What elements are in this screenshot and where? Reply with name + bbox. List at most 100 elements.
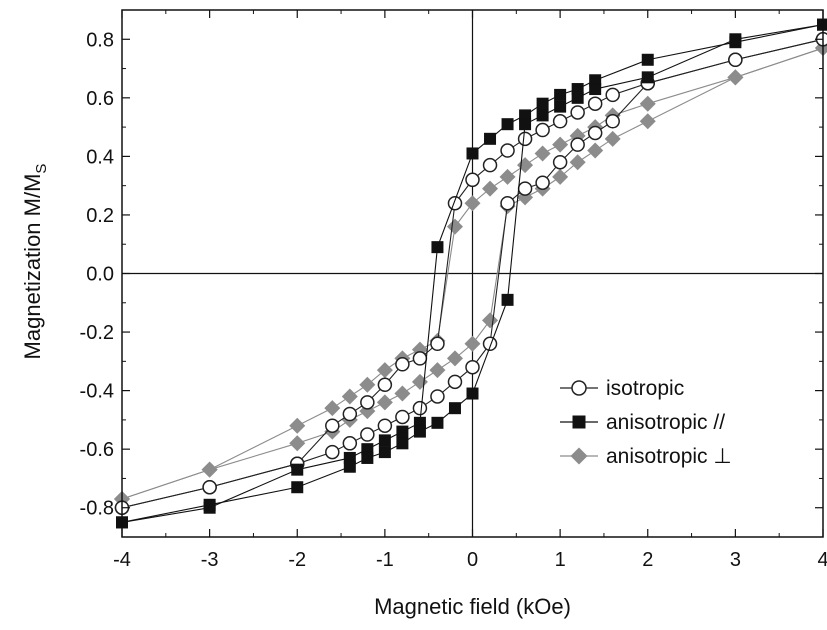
data-point: [447, 374, 463, 390]
data-point: [395, 409, 410, 425]
data-point: [552, 136, 569, 153]
legend-marker-square: [572, 415, 586, 429]
data-point: [291, 463, 304, 476]
data-point: [342, 406, 358, 422]
data-point: [359, 376, 376, 393]
series-layer: [114, 18, 827, 529]
data-point: [464, 195, 481, 212]
data-point: [413, 425, 426, 438]
y-axis-label-subscript: S: [33, 164, 50, 174]
data-point: [517, 157, 534, 174]
y-tick-label: 0.6: [86, 88, 114, 110]
legend-marker-circle: [571, 380, 587, 396]
data-point: [535, 175, 550, 190]
data-point: [482, 312, 499, 329]
data-point: [291, 481, 304, 494]
data-point: [729, 33, 742, 46]
data-point: [376, 394, 393, 411]
y-tick-label: 0.2: [86, 205, 114, 227]
data-point: [817, 18, 827, 31]
data-point: [341, 388, 358, 405]
legend-label-anisotropic-parallel: anisotropic //: [606, 411, 725, 434]
data-point: [202, 479, 217, 495]
legend-label-isotropic: isotropic: [606, 377, 684, 400]
data-point: [376, 362, 393, 379]
data-point: [519, 118, 532, 131]
data-point: [500, 143, 515, 158]
data-point: [587, 125, 603, 141]
x-tick-label: 4: [817, 549, 827, 571]
series-1: [116, 18, 827, 529]
y-tick-label: 0.4: [86, 146, 114, 168]
y-axis-label: Magnetization M/MS: [20, 164, 50, 360]
x-tick-label: -2: [288, 549, 306, 571]
legend: isotropic anisotropic // anisotropic ⊥: [560, 377, 732, 468]
data-point: [587, 142, 604, 159]
data-point: [431, 241, 444, 254]
data-point: [466, 387, 479, 400]
data-point: [342, 436, 358, 451]
data-point: [727, 69, 744, 86]
data-point: [203, 498, 216, 511]
data-point: [360, 395, 375, 410]
data-point: [552, 154, 568, 170]
y-tick-label: -0.6: [80, 439, 114, 461]
zero-lines: [122, 10, 823, 537]
data-point: [641, 71, 654, 84]
data-point: [378, 434, 391, 447]
data-point: [395, 357, 410, 372]
data-point: [447, 195, 463, 211]
data-point: [517, 181, 533, 196]
data-point: [343, 460, 356, 473]
data-point: [394, 385, 411, 402]
data-point: [554, 88, 567, 101]
data-point: [289, 435, 306, 452]
x-tick-label: 0: [467, 549, 478, 571]
data-point: [517, 131, 533, 147]
data-point: [501, 118, 514, 131]
data-point: [482, 157, 498, 173]
data-point: [535, 122, 550, 138]
data-point: [412, 400, 428, 416]
data-point: [554, 100, 567, 113]
y-tick-label: -0.8: [80, 498, 114, 520]
data-point: [499, 168, 516, 185]
data-point: [325, 444, 340, 460]
x-tick-label: 3: [730, 549, 741, 571]
data-point: [377, 377, 393, 393]
data-point: [446, 218, 463, 235]
data-point: [605, 114, 620, 129]
data-point: [430, 336, 445, 352]
y-tick-label: -0.2: [80, 322, 114, 344]
data-point: [411, 373, 428, 390]
legend-entry-isotropic: isotropic: [560, 377, 684, 400]
legend-label-anisotropic-perpendicular: anisotropic ⊥: [606, 445, 732, 468]
data-point: [552, 168, 569, 185]
data-point: [587, 96, 603, 111]
data-point: [605, 87, 620, 103]
y-tick-label: 0.8: [86, 29, 114, 51]
x-tick-label: -3: [201, 549, 219, 571]
data-point: [482, 180, 499, 197]
x-tick-label: -4: [113, 549, 131, 571]
data-point: [377, 418, 393, 433]
data-point: [639, 113, 656, 130]
data-point: [534, 145, 551, 162]
data-point: [639, 95, 656, 112]
data-point: [482, 336, 498, 352]
x-tick-label: -1: [376, 549, 394, 571]
data-point: [464, 335, 481, 352]
data-point: [501, 293, 514, 306]
data-point: [466, 147, 479, 160]
data-point: [448, 402, 461, 415]
data-point: [430, 389, 445, 404]
legend-entry-anisotropic-parallel: anisotropic //: [560, 411, 725, 434]
x-tick-label: 1: [555, 549, 566, 571]
data-point: [536, 97, 549, 110]
legend-entry-anisotropic-perpendicular: anisotropic ⊥: [560, 445, 732, 468]
data-point: [396, 425, 409, 438]
data-point: [412, 351, 428, 366]
data-point: [570, 137, 585, 152]
data-point: [552, 114, 568, 129]
